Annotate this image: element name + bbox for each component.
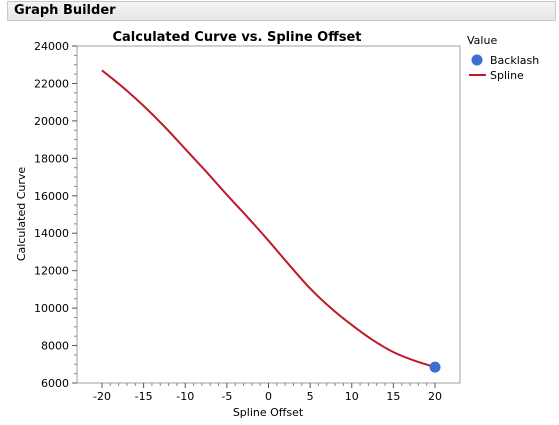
y-tick-label: 24000 bbox=[34, 40, 69, 53]
legend[interactable]: Value Backlash Spline bbox=[467, 34, 539, 82]
data-point-backlash[interactable] bbox=[429, 361, 441, 373]
x-tick-label: 20 bbox=[428, 390, 442, 403]
x-axis-label: Spline Offset bbox=[233, 406, 304, 419]
y-tick-label: 14000 bbox=[34, 227, 69, 240]
chart-title: Calculated Curve vs. Spline Offset bbox=[112, 30, 361, 45]
window-titlebar: Graph Builder bbox=[7, 1, 556, 21]
y-tick-label: 18000 bbox=[34, 152, 69, 165]
x-tick-label: -10 bbox=[176, 390, 194, 403]
legend-marker-backlash bbox=[471, 54, 483, 66]
y-tick-label: 16000 bbox=[34, 190, 69, 203]
legend-title: Value bbox=[467, 34, 497, 47]
y-tick-label: 10000 bbox=[34, 302, 69, 315]
legend-label-spline: Spline bbox=[490, 69, 524, 82]
series-layer bbox=[101, 69, 441, 373]
y-tick-label: 8000 bbox=[41, 340, 69, 353]
x-tick-label: 15 bbox=[386, 390, 400, 403]
y-tick-label: 20000 bbox=[34, 115, 69, 128]
series-line-spline bbox=[101, 69, 436, 369]
y-axis-label: Calculated Curve bbox=[15, 167, 28, 262]
x-tick-label: 5 bbox=[307, 390, 314, 403]
x-tick-label: -20 bbox=[93, 390, 111, 403]
y-axis: 6000 8000 10000 12000 14000 16000 18000 20000 22… bbox=[34, 40, 77, 390]
y-tick-label: 6000 bbox=[41, 377, 69, 390]
x-tick-label: 0 bbox=[265, 390, 272, 403]
x-tick-label: -5 bbox=[221, 390, 232, 403]
x-axis: -20 -15 -10 -5 0 5 10 15 20 bbox=[93, 383, 442, 403]
x-tick-label: 10 bbox=[345, 390, 359, 403]
y-tick-label: 22000 bbox=[34, 77, 69, 90]
y-tick-label: 12000 bbox=[34, 265, 69, 278]
legend-label-backlash: Backlash bbox=[490, 54, 539, 67]
window-title: Graph Builder bbox=[14, 3, 116, 18]
x-tick-label: -15 bbox=[135, 390, 153, 403]
